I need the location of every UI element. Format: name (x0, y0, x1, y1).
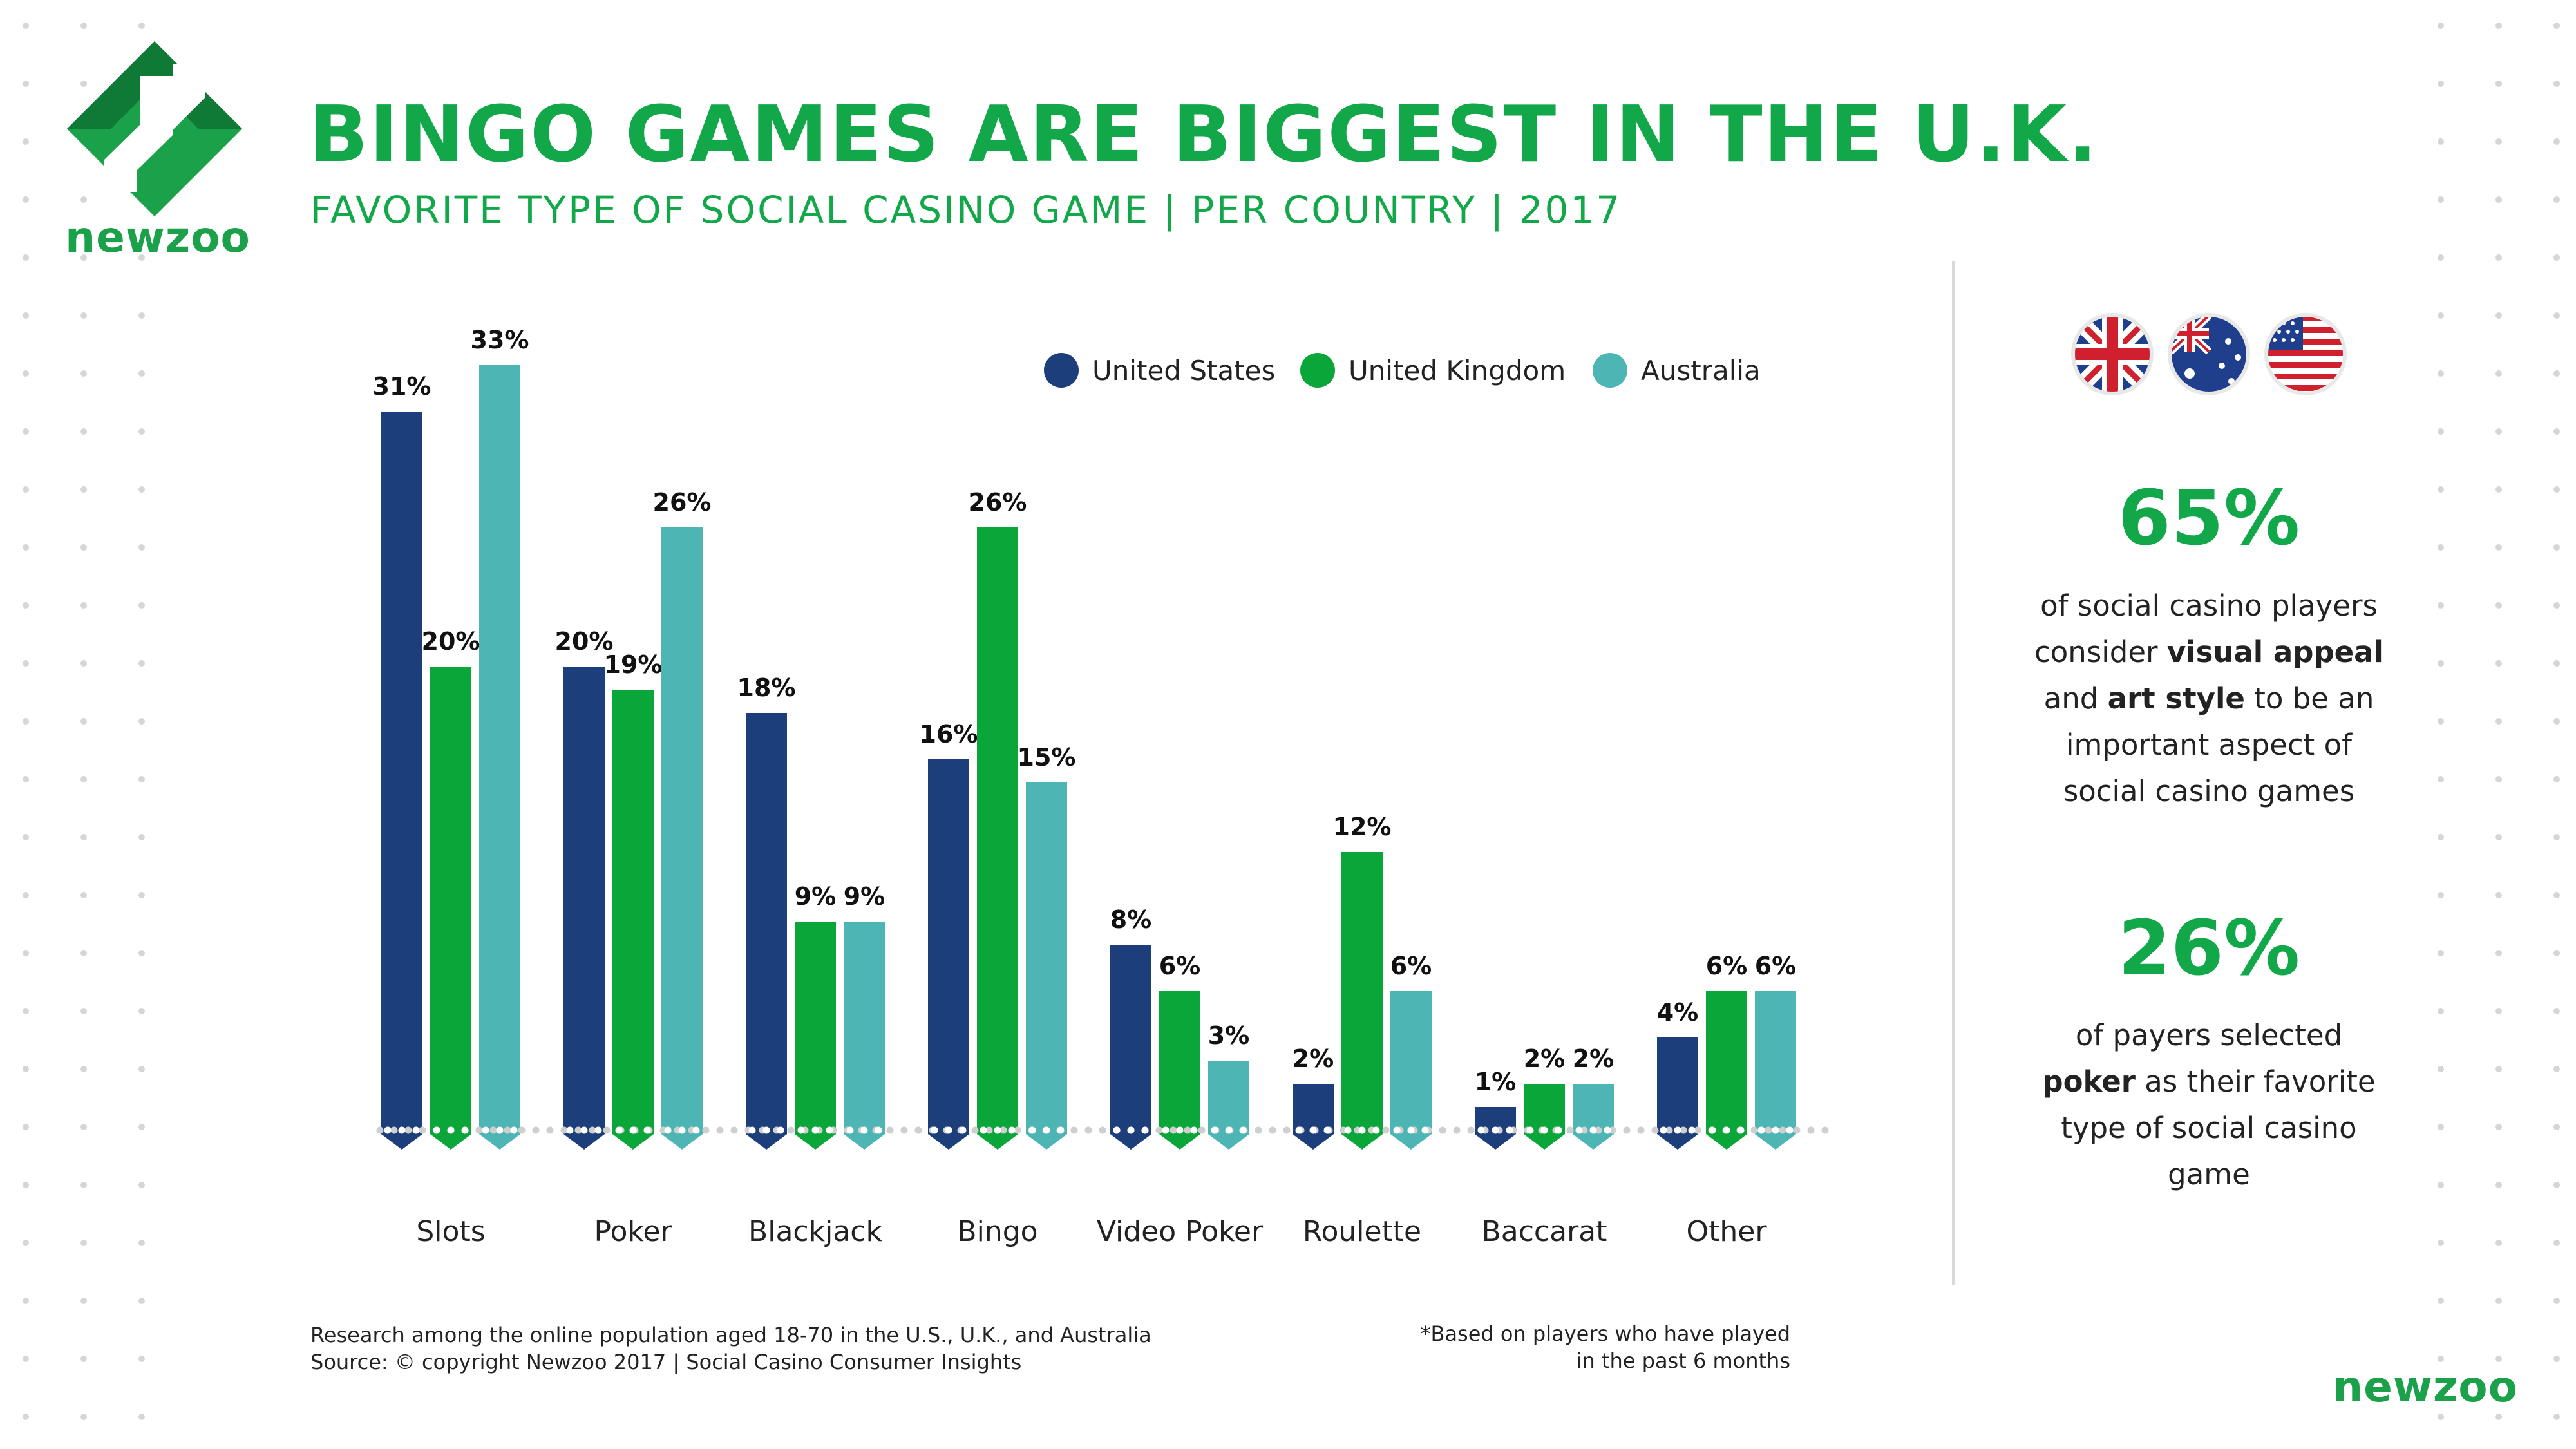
legend-swatch-0 (1044, 353, 1079, 388)
category-label: Baccarat (1482, 1215, 1607, 1248)
bar-bingo-united-states (928, 759, 969, 1150)
legend-label-2: Australia (1641, 355, 1761, 386)
stat-visual-appeal-text: of social casino players consider visual… (1984, 583, 2434, 815)
data-label: 26% (653, 488, 712, 516)
footer-note: *Based on players who have played in the… (1333, 1320, 1790, 1374)
stat2-line-2: poker as their favorite (2042, 1065, 2376, 1099)
newzoo-logo-icon (67, 41, 242, 216)
data-label: 20% (555, 627, 614, 656)
bar-video-poker-australia (1208, 1061, 1249, 1150)
bar-video-poker-united-kingdom (1159, 991, 1200, 1150)
bar-roulette-australia (1390, 991, 1432, 1150)
newzoo-logo-bottom: newzoo (2333, 1362, 2518, 1412)
data-label: 31% (373, 372, 431, 401)
stat1-line-4: important aspect of (2066, 728, 2352, 762)
bar-baccarat-australia (1573, 1084, 1614, 1150)
data-label: 4% (1657, 998, 1699, 1027)
uk-flag-icon (2071, 313, 2154, 395)
bar-chart: United States United Kingdom Australia 31% 2… (373, 326, 1829, 1248)
data-label: 3% (1208, 1021, 1250, 1050)
stat-poker-value: 26% (2117, 904, 2300, 992)
stat1-line-5: social casino games (2063, 774, 2355, 808)
data-label: 9% (795, 882, 837, 911)
chart-legend: United States United Kingdom Australia (1044, 353, 1761, 388)
category-label: Video Poker (1097, 1215, 1264, 1248)
footer-source: Research among the online population age… (310, 1321, 1151, 1376)
legend-label-1: United Kingdom (1349, 355, 1566, 386)
stat2-line-3: type of social casino (2061, 1111, 2357, 1145)
bar-bingo-united-kingdom (977, 527, 1018, 1150)
bar-poker-united-states (564, 667, 605, 1150)
category-label: Roulette (1303, 1215, 1421, 1248)
data-label: 6% (1706, 952, 1748, 980)
data-label: 6% (1755, 952, 1797, 980)
bar-other-united-states (1657, 1037, 1698, 1150)
data-label: 18% (737, 674, 796, 702)
stat1-line-1: of social casino players (2040, 589, 2378, 623)
bar-blackjack-united-kingdom (795, 922, 836, 1150)
legend-swatch-2 (1593, 353, 1627, 388)
legend-swatch-1 (1300, 353, 1335, 388)
bar-poker-australia (661, 527, 703, 1150)
stat1-line-2: consider visual appeal (2034, 635, 2383, 669)
bar-bingo-australia (1026, 782, 1067, 1150)
data-label: 26% (969, 488, 1027, 516)
stat2-line-1: of payers selected (2075, 1018, 2343, 1052)
data-label: 20% (422, 627, 480, 656)
bar-roulette-united-states (1293, 1084, 1334, 1150)
category-label: Other (1687, 1215, 1768, 1248)
bar-baccarat-united-kingdom (1524, 1084, 1565, 1150)
stat-poker-text: of payers selected poker as their favori… (1984, 1012, 2434, 1198)
data-label: 6% (1390, 952, 1432, 980)
category-label: Poker (594, 1215, 673, 1248)
footer-research-line: Research among the online population age… (310, 1323, 1151, 1347)
bar-roulette-united-kingdom (1341, 852, 1383, 1150)
data-label: 8% (1110, 905, 1152, 934)
legend-label-0: United States (1092, 355, 1275, 386)
stat2-line-4: game (2168, 1157, 2250, 1191)
category-label: Bingo (957, 1215, 1037, 1248)
data-label: 16% (920, 720, 978, 748)
bar-other-australia (1755, 991, 1796, 1150)
chart-baseline (376, 1126, 1829, 1134)
data-label: 12% (1333, 813, 1392, 841)
footer-note-line-2: in the past 6 months (1576, 1349, 1790, 1373)
category-label: Slots (416, 1215, 485, 1248)
data-label: 2% (1524, 1045, 1566, 1073)
bar-video-poker-united-states (1110, 945, 1151, 1150)
bar-slots-united-states (381, 412, 422, 1150)
data-label: 6% (1159, 952, 1201, 980)
decorative-dot-grid-left (23, 23, 145, 1420)
data-label: 1% (1475, 1068, 1517, 1096)
page-title: BINGO GAMES ARE BIGGEST IN THE U.K. (309, 90, 2099, 180)
data-label: 15% (1018, 743, 1076, 772)
data-label: 2% (1293, 1045, 1334, 1073)
bar-blackjack-australia (844, 922, 885, 1150)
bar-other-united-kingdom (1706, 991, 1747, 1150)
page-subtitle: FAVORITE TYPE OF SOCIAL CASINO GAME | PE… (310, 188, 1622, 232)
bar-blackjack-united-states (746, 713, 787, 1150)
data-label: 19% (604, 650, 663, 679)
footer-note-line-1: *Based on players who have played (1420, 1321, 1790, 1346)
bar-slots-united-kingdom (430, 667, 471, 1150)
us-flag-icon (2264, 313, 2347, 395)
data-label: 33% (471, 326, 529, 354)
stat1-line-3: and art style to be an (2043, 681, 2374, 715)
country-flags (2071, 313, 2347, 395)
stat-visual-appeal-value: 65% (2117, 473, 2300, 562)
newzoo-logo-text: newzoo (65, 213, 251, 262)
data-label: 2% (1573, 1045, 1615, 1073)
footer-source-line: Source: © copyright Newzoo 2017 | Social… (310, 1350, 1022, 1374)
vertical-divider (1952, 261, 1955, 1285)
bar-slots-australia (479, 365, 520, 1150)
category-label: Blackjack (748, 1215, 882, 1248)
australia-flag-icon (2168, 313, 2250, 395)
data-label: 9% (844, 882, 886, 911)
bar-poker-united-kingdom (612, 690, 654, 1150)
decorative-dot-grid-right (2438, 23, 2560, 1420)
